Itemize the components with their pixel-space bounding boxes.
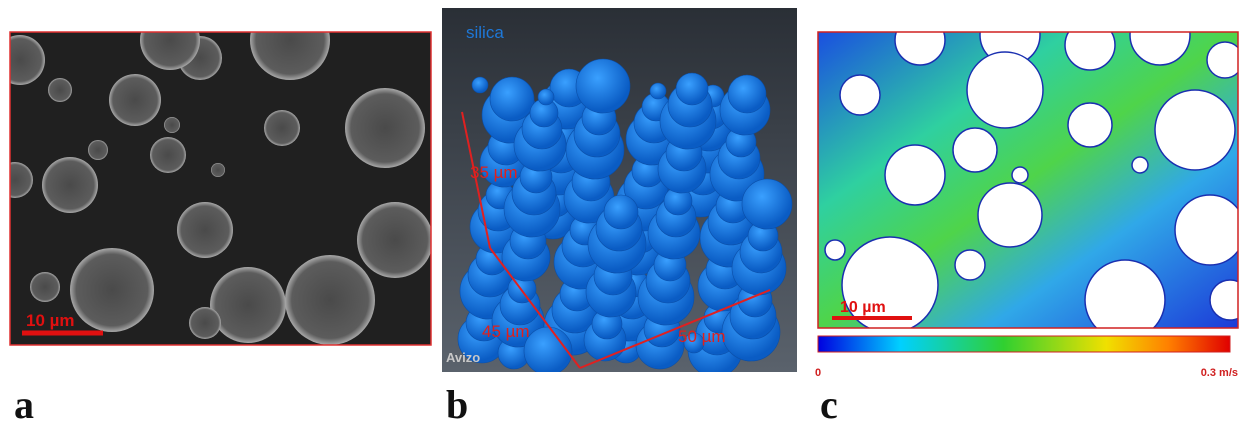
particle (1068, 103, 1112, 147)
sphere (524, 327, 572, 375)
particle (177, 202, 233, 258)
panel-b: silica 35 µm 45 µm 50 µm Avizo b (442, 8, 797, 425)
particle (109, 74, 161, 126)
particle (140, 10, 200, 70)
sphere (650, 83, 666, 99)
particle (210, 267, 286, 343)
particle (250, 0, 330, 80)
panel-c: 10 µm 0 0.3 m/s c (815, 5, 1250, 425)
sphere (742, 179, 792, 229)
render-title: silica (466, 23, 504, 42)
particle (211, 163, 225, 177)
particle (1012, 167, 1028, 183)
particle (164, 117, 180, 133)
colorbar-max-label: 0.3 m/s (1201, 367, 1238, 379)
particle (895, 15, 945, 65)
figure: 10 µm a silica 35 µm 45 µm 50 µm Avizo b… (0, 0, 1256, 425)
panel-letter: a (14, 382, 34, 425)
particle (357, 202, 433, 278)
sphere (604, 195, 638, 229)
scale-bar-label: 10 µm (840, 299, 886, 316)
dimension-label: 45 µm (482, 322, 530, 341)
particle (825, 240, 845, 260)
panel-letter: b (446, 382, 468, 425)
sphere (728, 75, 766, 113)
particle (1130, 5, 1190, 65)
sphere (472, 77, 488, 93)
dimension-label: 50 µm (678, 327, 726, 346)
sphere (490, 77, 534, 121)
particle (1132, 157, 1148, 173)
panel-letter: c (820, 382, 838, 425)
particle (953, 128, 997, 172)
particle (967, 52, 1043, 128)
particle (88, 140, 108, 160)
particle (1065, 20, 1115, 70)
particle (885, 145, 945, 205)
particle (264, 110, 300, 146)
particle (1210, 280, 1250, 320)
dimension-label: 35 µm (470, 163, 518, 182)
particle (840, 75, 880, 115)
panel-a: 10 µm a (0, 0, 433, 425)
particle (345, 88, 425, 168)
particle (189, 307, 221, 339)
software-label: Avizo (446, 350, 480, 365)
particle (1175, 195, 1245, 265)
colorbar-min-label: 0 (815, 367, 821, 379)
particle (1155, 90, 1235, 170)
particle (285, 255, 375, 345)
colorbar (818, 336, 1230, 352)
sphere (538, 89, 554, 105)
particle (150, 137, 186, 173)
sphere (676, 73, 708, 105)
particle (48, 78, 72, 102)
particle (978, 183, 1042, 247)
particle (30, 272, 60, 302)
particle (70, 248, 154, 332)
particle (955, 250, 985, 280)
particle (42, 157, 98, 213)
sphere (576, 59, 630, 113)
scale-bar-label: 10 µm (26, 311, 75, 330)
